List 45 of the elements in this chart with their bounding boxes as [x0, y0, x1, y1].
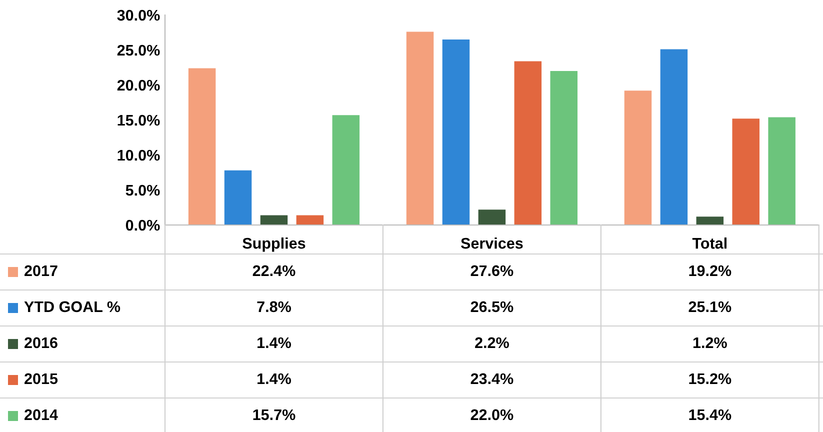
data-label: 26.5%	[470, 301, 514, 312]
data-label: 7.8%	[257, 301, 291, 312]
data-label: 15.4%	[689, 409, 732, 420]
legend-label: YTD GOAL %	[24, 301, 120, 312]
bar	[660, 49, 688, 225]
legend-label: 2014	[24, 409, 58, 420]
bar	[188, 68, 216, 225]
bar	[296, 215, 324, 225]
data-label: 1.4%	[258, 373, 291, 384]
bar	[768, 117, 796, 225]
data-label: 25.1%	[688, 301, 732, 312]
x-tick-label: Services	[460, 238, 523, 249]
bar	[260, 215, 288, 225]
y-tick-label: 30.0%	[117, 10, 160, 21]
data-label: 2.2%	[475, 337, 509, 348]
y-tick-label: 0.0%	[126, 220, 160, 231]
data-label: 23.4%	[470, 373, 514, 384]
data-label: 15.7%	[253, 409, 296, 420]
bar	[224, 170, 252, 225]
bar	[332, 115, 360, 225]
data-label: 1.2%	[693, 337, 727, 348]
bar	[514, 61, 542, 225]
data-label: 22.0%	[470, 409, 514, 420]
y-tick-label: 20.0%	[117, 80, 160, 91]
bar	[406, 32, 434, 225]
bar	[624, 90, 652, 225]
x-tick-label: Supplies	[242, 238, 306, 252]
legend-label: 2017	[24, 265, 58, 276]
y-tick-label: 15.0%	[118, 114, 160, 126]
legend-label: 2015	[24, 373, 58, 384]
bar	[442, 40, 470, 225]
data-label: 1.4%	[258, 337, 291, 348]
y-tick-label: 10.0%	[118, 150, 160, 161]
data-label: 15.2%	[689, 373, 732, 384]
data-label: 22.4%	[252, 265, 296, 276]
legend-label: 2016	[24, 337, 58, 348]
bar	[696, 216, 724, 225]
bar	[478, 210, 506, 225]
y-tick-label: 25.0%	[117, 44, 160, 56]
data-label: 19.2%	[689, 265, 732, 276]
bar	[732, 118, 760, 225]
bar	[550, 71, 578, 225]
x-tick-label: Total	[692, 238, 727, 249]
y-tick-label: 5.0%	[126, 184, 160, 196]
data-label: 27.6%	[470, 265, 514, 276]
